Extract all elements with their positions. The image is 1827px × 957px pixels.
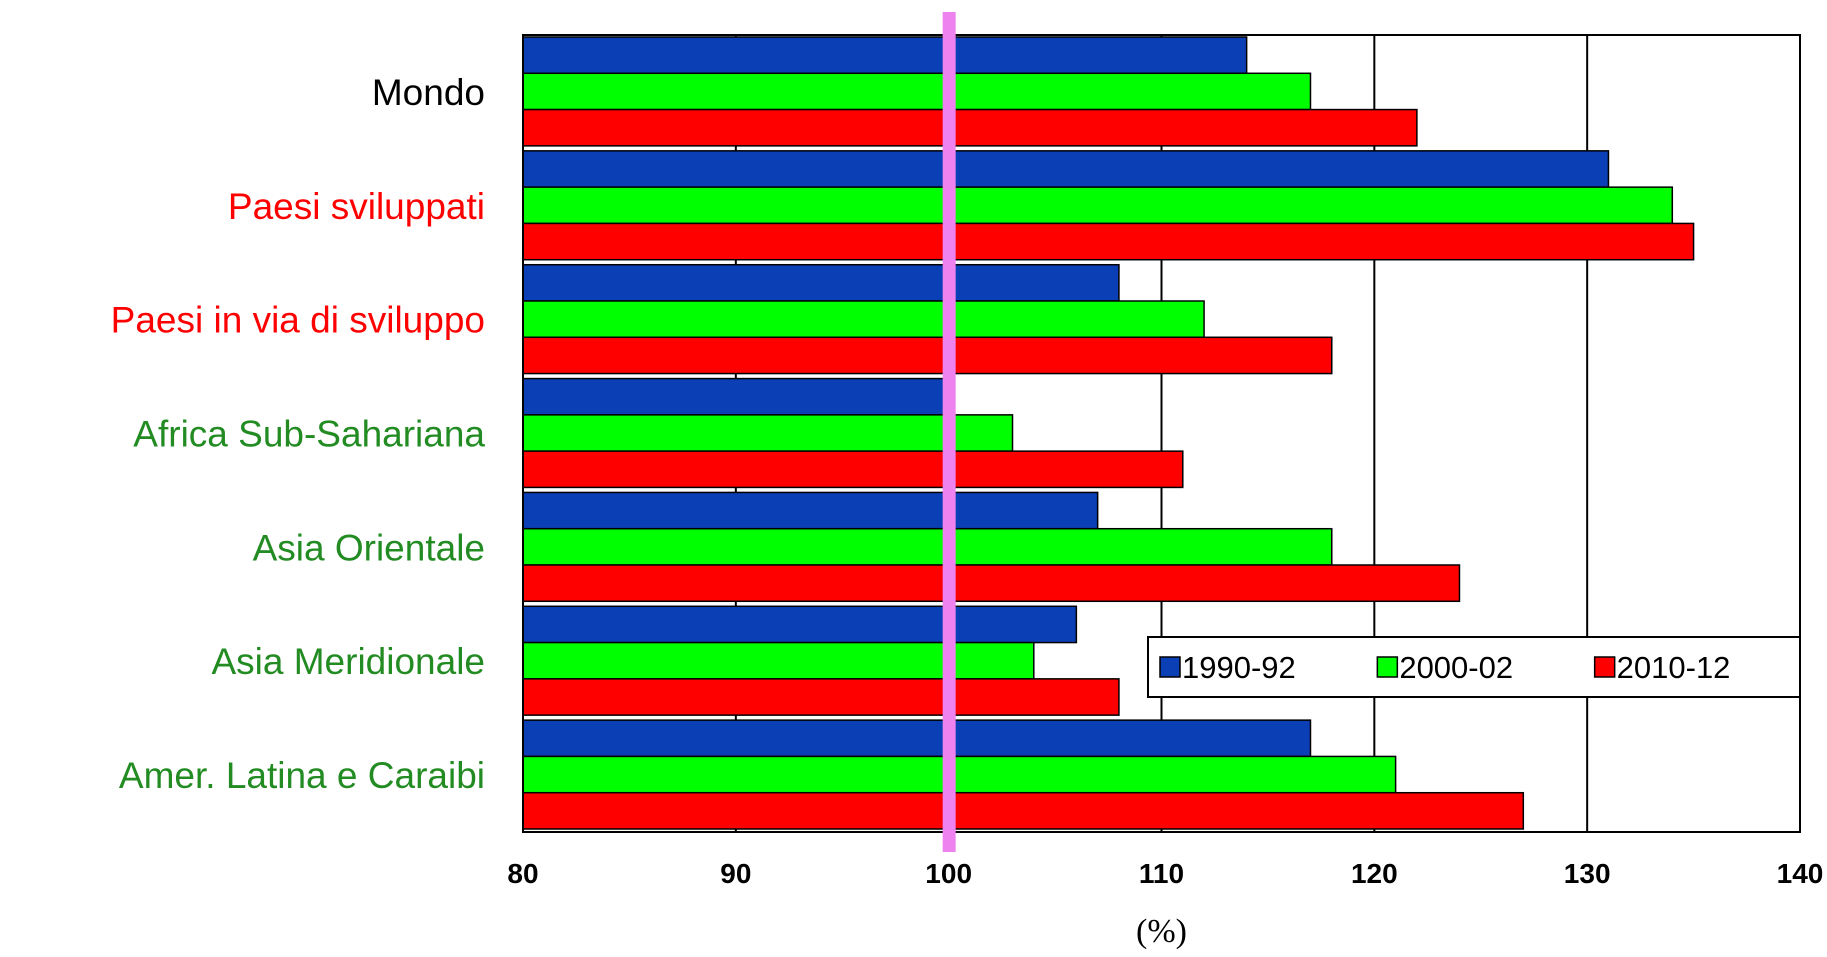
- bar-1990-92-1: [522, 150, 1610, 188]
- category-label-3: Africa Sub-Sahariana: [133, 414, 485, 455]
- legend-swatch-2010-12: [1593, 656, 1616, 678]
- legend-box: [1147, 636, 1801, 698]
- x-tick-label-120: 120: [1351, 858, 1398, 889]
- bar-2010-12-3: [522, 450, 1184, 489]
- legend-label-1990-92: 1990-92: [1182, 650, 1296, 685]
- category-label-2: Paesi in via di sviluppo: [111, 300, 485, 341]
- bar-2010-12-5: [522, 678, 1120, 716]
- bar-2000-02-2: [522, 300, 1205, 339]
- bar-1990-92-3: [522, 377, 950, 416]
- bar-2010-12-2: [522, 336, 1333, 375]
- legend-swatch-1990-92: [1159, 656, 1181, 678]
- category-label-6: Amer. Latina e Caraibi: [119, 755, 485, 796]
- legend-swatch-2000-02: [1376, 656, 1399, 678]
- category-label-4: Asia Orientale: [253, 527, 485, 568]
- plot-frame: [522, 34, 1801, 833]
- legend-label-2000-02: 2000-02: [1399, 650, 1513, 685]
- bar-1990-92-5: [522, 605, 1078, 644]
- x-tick-labels: 80 90 100 110 120 130 140: [507, 858, 1823, 889]
- x-tick-label-140: 140: [1777, 858, 1824, 889]
- legend-label-2010-12: 2010-12: [1617, 650, 1731, 685]
- bar-2000-02-5: [522, 641, 1035, 680]
- x-axis-label: (%): [1136, 913, 1187, 950]
- category-label-1: Paesi sviluppati: [228, 186, 485, 227]
- bar-2010-12-1: [522, 222, 1695, 261]
- bar-1990-92-4: [522, 491, 1099, 530]
- x-tick-label-80: 80: [507, 858, 538, 889]
- bar-2000-02-0: [522, 72, 1312, 111]
- bar-2010-12-4: [522, 564, 1461, 603]
- category-label-0: Mondo: [372, 72, 485, 113]
- bars: [522, 36, 1695, 830]
- reference-line-100: [942, 12, 956, 852]
- x-tick-label-130: 130: [1564, 858, 1611, 889]
- bar-2000-02-1: [522, 186, 1674, 225]
- bar-1990-92-6: [522, 719, 1312, 758]
- x-tick-label-100: 100: [925, 858, 972, 889]
- category-labels: Mondo Paesi sviluppati Paesi in via di svi…: [111, 72, 486, 796]
- bar-2010-12-6: [522, 791, 1525, 830]
- bar-2000-02-3: [522, 414, 1014, 452]
- legend: 1990-92 2000-02 2010-12: [1147, 636, 1801, 698]
- bar-2010-12-0: [522, 108, 1418, 147]
- bar-2000-02-6: [522, 755, 1397, 794]
- category-label-5: Asia Meridionale: [211, 641, 485, 682]
- bar-1990-92-2: [522, 263, 1120, 302]
- x-tick-label-110: 110: [1139, 858, 1184, 889]
- x-tick-label-90: 90: [720, 858, 751, 889]
- bar-2000-02-4: [522, 527, 1333, 566]
- bar-1990-92-0: [522, 36, 1248, 75]
